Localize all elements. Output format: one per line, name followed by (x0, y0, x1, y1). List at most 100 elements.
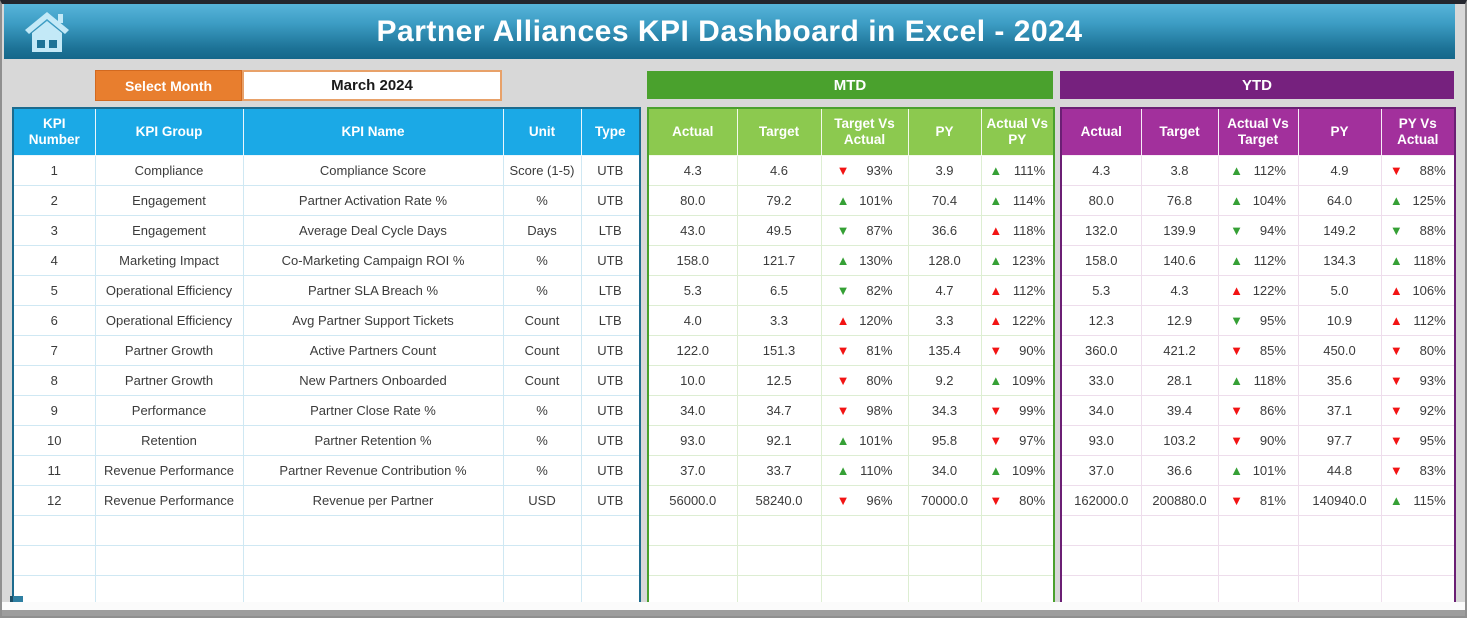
mtd-py-cell: 34.0 (907, 454, 982, 486)
mtd-data-row: 37.0 33.7 ▲ 110% 34.0 ▲ 109% (647, 454, 1055, 486)
ytd-py-vs-actual-cell: ▲ 112% (1380, 304, 1456, 336)
kpi-unit-cell: Count (502, 304, 582, 336)
empty-row (647, 544, 1055, 576)
ytd-target-cell: 4.3 (1140, 274, 1219, 306)
ytd-target-cell: 103.2 (1140, 424, 1219, 456)
mtd-py-cell: 36.6 (907, 214, 982, 246)
kpi-unit-cell: % (502, 454, 582, 486)
kpi-unit-cell: % (502, 394, 582, 426)
trend-up-icon: ▲ (1230, 372, 1243, 388)
percent-value: 88% (1419, 162, 1446, 178)
trend-up-icon: ▲ (989, 162, 1003, 178)
ytd-actual-cell: 34.0 (1060, 394, 1142, 426)
percent-value: 104% (1252, 192, 1286, 208)
empty-row (647, 574, 1055, 606)
trend-down-icon: ▼ (1389, 432, 1403, 448)
ytd-actual-vs-target-cell: ▲ 101% (1217, 454, 1299, 486)
mtd-actual-cell: 10.0 (647, 364, 738, 396)
ytd-target-cell: 28.1 (1140, 364, 1219, 396)
kpi-group-cell: Partner Growth (94, 364, 244, 396)
mtd-py-cell: 135.4 (907, 334, 982, 366)
ytd-actual-vs-target-cell: ▼ 94% (1217, 214, 1299, 246)
column-header-mtd-target-vs-actual: Target Vs Actual (820, 107, 909, 156)
trend-down-icon: ▼ (1230, 222, 1243, 238)
ytd-actual-vs-target-cell: ▼ 86% (1217, 394, 1299, 426)
mtd-actual-vs-py-cell: ▲ 118% (980, 214, 1055, 246)
trend-down-icon: ▼ (836, 162, 850, 178)
kpi-number-cell: 1 (12, 154, 96, 186)
percent-value: 109% (1011, 372, 1046, 388)
percent-value: 96% (866, 492, 893, 508)
column-header-ytd-py-vs-actual: PY Vs Actual (1380, 107, 1456, 156)
mtd-target-vs-actual-cell: ▲ 101% (820, 424, 909, 456)
ytd-py-vs-actual-cell: ▲ 125% (1380, 184, 1456, 216)
percent-value: 101% (859, 432, 893, 448)
mtd-target-cell: 79.2 (736, 184, 822, 216)
ytd-data-row: 4.3 3.8 ▲ 112% 4.9 ▼ 88% (1060, 154, 1456, 186)
kpi-type-cell: UTB (580, 424, 641, 456)
percent-value: 80% (1419, 342, 1446, 358)
ytd-py-cell: 140940.0 (1297, 484, 1382, 516)
horizontal-scrollbar[interactable] (2, 610, 1465, 616)
ytd-actual-vs-target-cell: ▼ 81% (1217, 484, 1299, 516)
percent-value: 125% (1412, 192, 1446, 208)
ytd-actual-cell: 360.0 (1060, 334, 1142, 366)
kpi-name-cell: Revenue per Partner (242, 484, 504, 516)
kpi-info-row: 9 Performance Partner Close Rate % % UTB (12, 394, 641, 426)
trend-down-icon: ▼ (1230, 342, 1243, 358)
ytd-actual-vs-target-cell: ▼ 95% (1217, 304, 1299, 336)
kpi-group-cell: Revenue Performance (94, 484, 244, 516)
percent-value: 82% (866, 282, 893, 298)
kpi-name-cell: Compliance Score (242, 154, 504, 186)
kpi-type-cell: UTB (580, 334, 641, 366)
mtd-target-cell: 12.5 (736, 364, 822, 396)
kpi-type-cell: UTB (580, 244, 641, 276)
column-header-ytd-actual-vs-target: Actual Vs Target (1217, 107, 1299, 156)
mtd-py-cell: 34.3 (907, 394, 982, 426)
mtd-actual-vs-py-cell: ▲ 109% (980, 454, 1055, 486)
kpi-group-cell: Operational Efficiency (94, 304, 244, 336)
select-month-button[interactable]: Select Month (95, 70, 242, 101)
column-header-ytd-py: PY (1297, 107, 1382, 156)
ytd-target-cell: 3.8 (1140, 154, 1219, 186)
kpi-number-cell: 9 (12, 394, 96, 426)
ytd-data-row: 37.0 36.6 ▲ 101% 44.8 ▼ 83% (1060, 454, 1456, 486)
ytd-target-cell: 36.6 (1140, 454, 1219, 486)
bottom-margin (2, 602, 1465, 612)
ytd-actual-vs-target-cell: ▲ 104% (1217, 184, 1299, 216)
trend-down-icon: ▼ (1389, 402, 1403, 418)
percent-value: 110% (860, 462, 893, 478)
trend-down-icon: ▼ (989, 432, 1003, 448)
percent-value: 88% (1419, 222, 1446, 238)
percent-value: 90% (1019, 342, 1046, 358)
ytd-py-cell: 10.9 (1297, 304, 1382, 336)
column-header-kpi-group: KPI Group (94, 107, 244, 156)
kpi-info-row: 12 Revenue Performance Revenue per Partn… (12, 484, 641, 516)
home-button[interactable] (24, 11, 70, 53)
kpi-type-cell: LTB (580, 304, 641, 336)
mtd-actual-cell: 37.0 (647, 454, 738, 486)
mtd-data-row: 34.0 34.7 ▼ 98% 34.3 ▼ 99% (647, 394, 1055, 426)
percent-value: 101% (859, 192, 893, 208)
percent-value: 80% (866, 372, 893, 388)
percent-value: 85% (1259, 342, 1286, 358)
ytd-actual-cell: 37.0 (1060, 454, 1142, 486)
mtd-py-cell: 3.9 (907, 154, 982, 186)
ytd-actual-vs-target-cell: ▲ 122% (1217, 274, 1299, 306)
ytd-py-cell: 64.0 (1297, 184, 1382, 216)
kpi-number-cell: 3 (12, 214, 96, 246)
ytd-target-cell: 39.4 (1140, 394, 1219, 426)
mtd-target-cell: 34.7 (736, 394, 822, 426)
selected-month-value[interactable]: March 2024 (242, 70, 502, 101)
percent-value: 97% (1019, 432, 1046, 448)
mtd-actual-cell: 4.3 (647, 154, 738, 186)
ytd-py-vs-actual-cell: ▼ 93% (1380, 364, 1456, 396)
kpi-number-cell: 8 (12, 364, 96, 396)
kpi-type-cell: UTB (580, 394, 641, 426)
percent-value: 130% (859, 252, 893, 268)
ytd-py-vs-actual-cell: ▼ 80% (1380, 334, 1456, 366)
trend-down-icon: ▼ (1389, 342, 1403, 358)
kpi-unit-cell: Count (502, 334, 582, 366)
percent-value: 94% (1259, 222, 1286, 238)
